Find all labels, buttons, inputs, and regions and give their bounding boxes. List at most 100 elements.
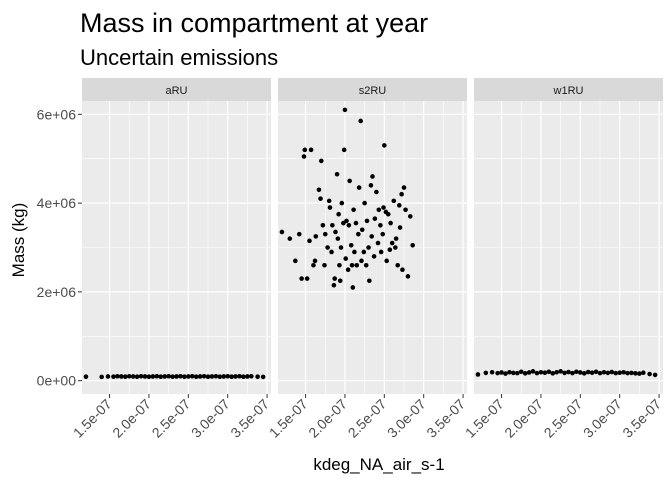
- data-point: [495, 370, 500, 376]
- data-point: [150, 374, 156, 379]
- data-point: [279, 229, 285, 235]
- data-point: [332, 276, 338, 281]
- data-point: [518, 369, 524, 375]
- data-point: [408, 214, 413, 219]
- x-tick-label: 1.5e-07: [70, 396, 115, 441]
- data-point: [334, 171, 340, 177]
- data-point: [320, 223, 326, 228]
- data-point: [346, 223, 352, 228]
- data-point: [130, 374, 136, 379]
- data-point: [633, 371, 638, 376]
- data-point: [322, 231, 328, 237]
- data-point: [311, 262, 316, 268]
- data-point: [605, 370, 611, 376]
- data-point: [589, 370, 595, 375]
- data-point: [641, 370, 646, 375]
- data-point: [352, 249, 357, 255]
- data-point: [170, 374, 175, 379]
- data-point: [237, 373, 242, 379]
- data-point: [345, 267, 351, 272]
- data-point: [375, 240, 381, 246]
- data-point: [475, 372, 481, 377]
- data-point: [336, 211, 341, 217]
- y-axis-label: Mass (kg): [9, 203, 28, 278]
- x-tick-label: 1.5e-07: [462, 396, 507, 441]
- data-point: [186, 374, 191, 379]
- data-point: [393, 245, 398, 250]
- data-point: [367, 278, 372, 284]
- data-point: [403, 207, 408, 213]
- data-point: [399, 191, 404, 197]
- x-tick-label: 3.5e-07: [423, 396, 468, 441]
- data-point: [296, 231, 302, 237]
- data-point: [249, 373, 254, 379]
- chart-subtitle: Uncertain emissions: [80, 45, 278, 70]
- data-point: [209, 374, 215, 379]
- data-point: [335, 236, 341, 241]
- data-point: [327, 205, 333, 210]
- data-point: [341, 147, 347, 153]
- data-point: [378, 249, 384, 255]
- data-point: [312, 258, 318, 264]
- data-point: [609, 369, 615, 375]
- chart-title: Mass in compartment at year: [80, 8, 428, 38]
- x-tick-label: 2.5e-07: [541, 396, 586, 441]
- data-point: [193, 374, 199, 379]
- data-point: [174, 374, 179, 379]
- data-point: [178, 373, 183, 379]
- data-point: [241, 374, 246, 379]
- facet-strip: [474, 78, 663, 101]
- x-tick-label: 2.0e-07: [109, 396, 154, 441]
- data-point: [542, 370, 548, 375]
- data-point: [255, 374, 260, 379]
- data-point: [597, 370, 603, 376]
- data-point: [652, 372, 658, 378]
- data-point: [105, 374, 111, 379]
- data-point: [374, 189, 379, 195]
- data-point: [397, 225, 403, 230]
- x-tick-label: 2.5e-07: [149, 396, 194, 441]
- data-point: [570, 370, 575, 376]
- data-point: [358, 118, 363, 124]
- facet-strip-label: aRU: [165, 85, 187, 97]
- x-tick-label: 3.0e-07: [580, 396, 625, 441]
- data-point: [617, 370, 622, 375]
- data-point: [293, 258, 298, 264]
- data-point: [318, 196, 323, 201]
- data-point: [574, 369, 579, 375]
- data-point: [401, 185, 407, 190]
- y-tick-label: 6e+06: [37, 106, 77, 122]
- data-point: [503, 371, 508, 376]
- data-point: [308, 147, 314, 153]
- data-point: [396, 203, 402, 208]
- y-tick-label: 0e+00: [37, 373, 77, 389]
- data-point: [530, 369, 536, 374]
- data-point: [225, 373, 230, 379]
- data-point: [356, 185, 362, 190]
- data-point: [613, 370, 619, 376]
- data-point: [331, 282, 337, 288]
- data-point: [364, 218, 370, 224]
- data-point: [123, 374, 128, 379]
- data-point: [134, 374, 140, 379]
- data-point: [189, 373, 195, 379]
- data-point: [359, 227, 365, 233]
- data-point: [526, 370, 532, 375]
- data-point: [368, 183, 374, 188]
- facet-strip: [278, 78, 467, 101]
- data-point: [378, 223, 383, 228]
- x-tick-label: 2.0e-07: [501, 396, 546, 441]
- data-point: [566, 369, 571, 375]
- data-point: [299, 276, 304, 281]
- data-point: [348, 242, 354, 248]
- data-point: [337, 262, 342, 268]
- facet-strip: [82, 78, 271, 101]
- data-point: [354, 262, 360, 268]
- y-tick-label: 4e+06: [37, 195, 77, 211]
- data-point: [621, 369, 626, 375]
- data-point: [329, 249, 334, 255]
- data-point: [146, 374, 152, 379]
- data-point: [197, 374, 203, 379]
- data-point: [382, 143, 387, 148]
- data-point: [213, 373, 219, 379]
